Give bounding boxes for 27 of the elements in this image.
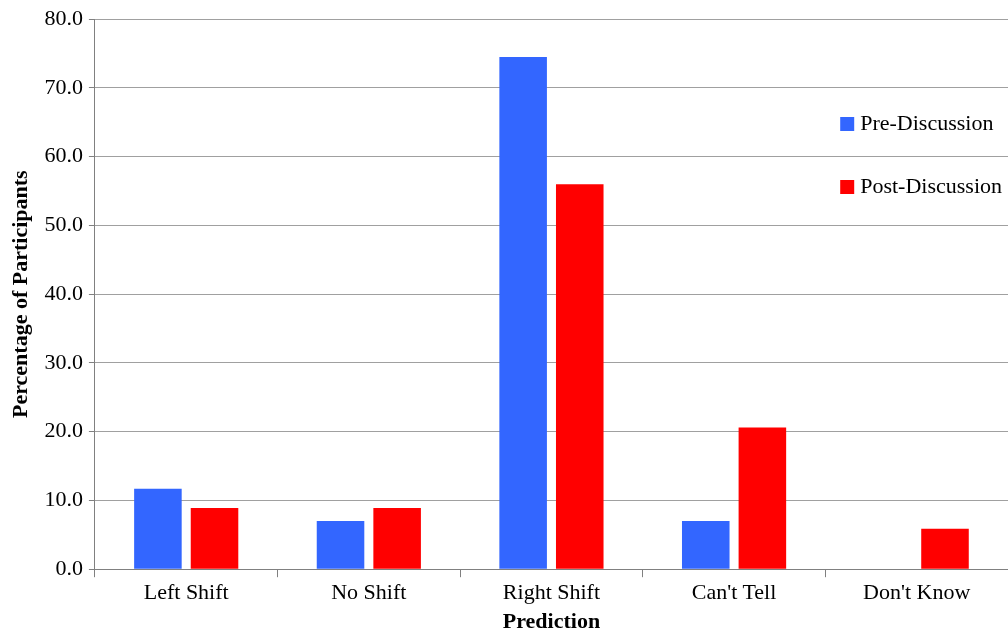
y-tick-label: 20.0 (44, 417, 83, 443)
bar (499, 57, 547, 569)
y-tick-label: 70.0 (44, 73, 83, 99)
x-tick-label: Right Shift (502, 579, 601, 605)
bar (316, 521, 365, 569)
bar (134, 488, 182, 569)
y-tick-label: 80.0 (44, 4, 83, 30)
y-axis-title: Percentage of Participants (6, 169, 32, 419)
bar (738, 427, 787, 569)
y-tick-label: 40.0 (44, 279, 83, 305)
bar (921, 528, 969, 569)
y-tick-label: 50.0 (44, 211, 83, 237)
bar (555, 184, 604, 569)
x-tick-label: Can't Tell (691, 579, 777, 605)
legend-label: Pre-Discussion (860, 109, 994, 135)
x-tick-label: Left Shift (143, 579, 229, 605)
legend-label: Post-Discussion (860, 172, 1002, 198)
bar (190, 508, 239, 569)
x-axis-title: Prediction (502, 608, 601, 634)
y-tick-label: 30.0 (44, 348, 83, 374)
x-tick-label: No Shift (331, 579, 407, 605)
y-tick-label: 10.0 (44, 486, 83, 512)
y-tick-label: 0.0 (55, 554, 83, 580)
x-tick-label: Don't Know (863, 579, 971, 605)
y-tick-label: 60.0 (44, 142, 83, 168)
bar (373, 508, 421, 569)
bar (681, 521, 730, 569)
